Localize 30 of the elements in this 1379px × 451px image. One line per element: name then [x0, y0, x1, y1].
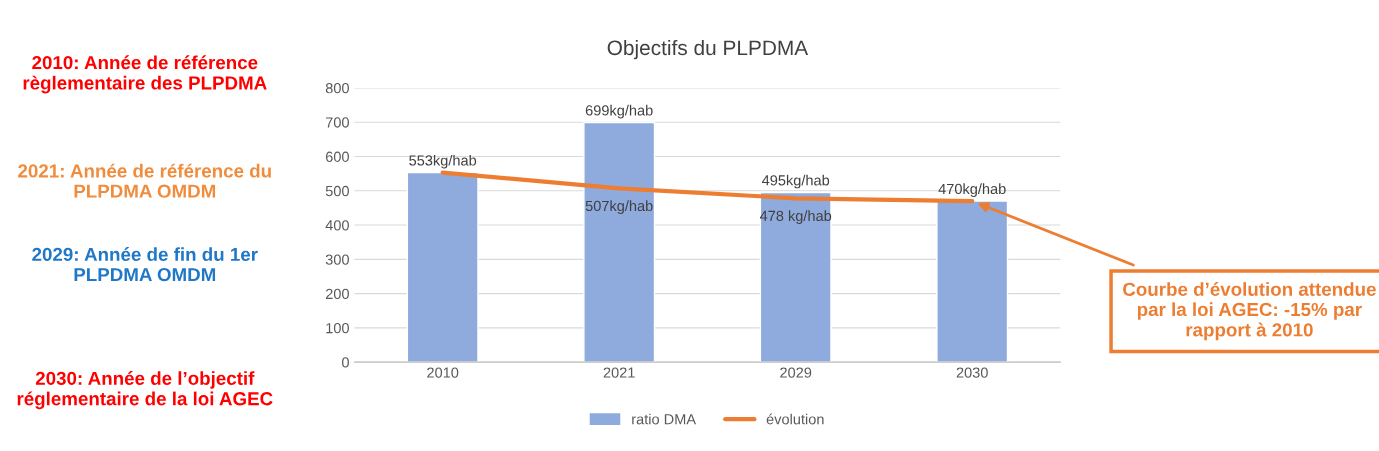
legend-label: ratio DMA: [632, 413, 697, 425]
x-tick-label: 2030: [956, 367, 988, 378]
annotation: Courbe d’évolution attendue par la loi AGEC: -15% par rapport à 2010: [1123, 281, 1376, 341]
bar: [759, 191, 832, 363]
bar: [406, 171, 479, 363]
x-tick-label: 2010: [427, 367, 459, 378]
data-label: 495kg/hab: [761, 174, 830, 189]
x-tick-label: 2021: [603, 367, 635, 378]
data-label: 470kg/hab: [938, 183, 1006, 197]
y-tick-label: 700: [325, 117, 349, 128]
y-tick-label: 500: [325, 185, 349, 197]
text: 2030: Année de l’objectif réglementaire de la loi AGEC: [17, 371, 273, 410]
y-tick-label: 200: [325, 288, 349, 300]
y-tick-label: 300: [325, 254, 349, 265]
y-tick-label: 100: [326, 322, 349, 334]
data-label: 507kg/hab: [585, 200, 653, 214]
text: 2010: Année de référence règlementaire des PLPDMA: [23, 55, 267, 94]
bar: [936, 200, 1009, 363]
bar: [583, 121, 656, 363]
chart-title: Objectifs du PLPDMA: [607, 39, 809, 60]
y-tick-label: 0: [342, 357, 349, 368]
data-label: 699kg/hab: [585, 104, 653, 119]
text: 2029: Année de fin du 1er PLPDMA OMDM: [32, 247, 258, 282]
legend-label: évolution: [766, 413, 824, 425]
y-tick-label: 400: [325, 220, 349, 231]
x-tick-label: 2029: [780, 367, 812, 378]
text: 2021: Année de référence du PLPDMA OMDM: [18, 163, 271, 198]
y-tick-label: 800: [325, 83, 349, 94]
y-tick-label: 600: [325, 151, 349, 162]
data-label: 553kg/hab: [409, 154, 477, 169]
